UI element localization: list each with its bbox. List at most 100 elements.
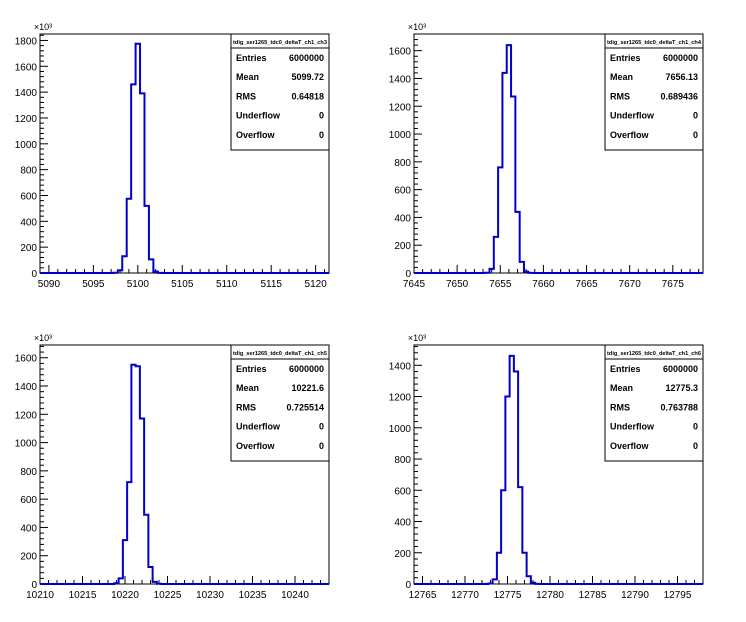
stats-label-underflow: Underflow (236, 422, 281, 432)
x-tick-label: 7645 (403, 279, 426, 290)
histogram-title: tdig_ser1265_tdc0_deltaT_ch1_ch3 (233, 40, 327, 46)
x-tick-label: 5095 (82, 279, 105, 290)
y-tick-label: 1600 (15, 62, 38, 73)
x-tick-label: 7655 (489, 279, 512, 290)
y-tick-label: 1200 (389, 102, 412, 113)
y-tick-label: 1600 (15, 354, 38, 365)
stats-value-overflow: 0 (319, 130, 324, 140)
stats-label-entries: Entries (610, 53, 641, 63)
y-tick-label: 0 (405, 269, 411, 280)
x-tick-label: 7650 (446, 279, 469, 290)
stats-value-entries: 6000000 (663, 53, 698, 63)
y-tick-label: 200 (394, 549, 411, 560)
y-tick-label: 800 (20, 166, 37, 177)
stats-value-mean: 5099.72 (291, 72, 324, 82)
x-tick-label: 12765 (409, 590, 437, 601)
stats-label-underflow: Underflow (236, 111, 281, 121)
histogram-title: tdig_ser1265_tdc0_deltaT_ch1_ch6 (607, 351, 701, 357)
x-tick-label: 7665 (575, 279, 598, 290)
y-tick-label: 0 (31, 580, 37, 591)
stats-label-underflow: Underflow (610, 422, 655, 432)
y-tick-label: 600 (20, 191, 37, 202)
y-tick-label: 600 (394, 486, 411, 497)
stats-value-overflow: 0 (693, 130, 698, 140)
histogram-title: tdig_ser1265_tdc0_deltaT_ch1_ch4 (607, 40, 702, 46)
y-tick-label: 200 (394, 241, 411, 252)
x-tick-label: 5090 (38, 279, 61, 290)
y-tick-label: 800 (394, 158, 411, 169)
stats-value-underflow: 0 (693, 111, 698, 121)
stats-label-entries: Entries (610, 364, 641, 374)
x-tick-label: 10210 (26, 590, 54, 601)
y-tick-label: 1000 (389, 130, 412, 141)
stats-value-underflow: 0 (693, 422, 698, 432)
x-tick-label: 12770 (451, 590, 479, 601)
stats-value-underflow: 0 (319, 422, 324, 432)
x-tick-label: 10240 (281, 590, 309, 601)
y-tick-label: 200 (20, 552, 37, 563)
stats-label-rms: RMS (236, 402, 256, 412)
stats-value-underflow: 0 (319, 111, 324, 121)
y-tick-label: 1000 (15, 140, 38, 151)
stats-label-underflow: Underflow (610, 111, 655, 121)
y-tick-label: 600 (394, 186, 411, 197)
histogram-panel: 0 200 400 600 800 1000 1200 1400 1600 7645 7650 765… (389, 22, 704, 290)
stats-label-rms: RMS (610, 91, 630, 101)
y-tick-label: 200 (20, 243, 37, 254)
stats-label-rms: RMS (236, 91, 256, 101)
stats-value-mean: 12775.3 (665, 383, 698, 393)
y-tick-label: 1400 (15, 88, 38, 99)
x-tick-label: 12790 (621, 590, 649, 601)
stats-label-overflow: Overflow (236, 130, 276, 140)
y-multiplier-label: ×10³ (34, 22, 52, 32)
y-tick-label: 1000 (15, 439, 38, 450)
stats-box-frame (230, 33, 330, 151)
stats-box: tdig_ser1265_tdc0_deltaT_ch1_ch3 Entries 6… (230, 33, 330, 151)
y-tick-label: 0 (405, 580, 411, 591)
x-tick-label: 12775 (494, 590, 522, 601)
stats-value-overflow: 0 (693, 441, 698, 451)
stats-label-entries: Entries (236, 364, 267, 374)
x-tick-label: 7670 (619, 279, 642, 290)
y-tick-label: 0 (31, 269, 37, 280)
stats-label-overflow: Overflow (610, 441, 650, 451)
stats-value-rms: 0.763788 (660, 402, 698, 412)
histogram-line (40, 363, 329, 585)
histogram-line (414, 44, 703, 274)
stats-box: tdig_ser1265_tdc0_deltaT_ch1_ch4 Entries 6… (604, 33, 704, 151)
y-tick-label: 600 (20, 495, 37, 506)
histogram-title: tdig_ser1265_tdc0_deltaT_ch1_ch5 (233, 351, 327, 357)
stats-box-frame (604, 344, 704, 462)
stats-label-overflow: Overflow (610, 130, 650, 140)
histogram-panel: 0 200 400 600 800 1000 1200 1400 1600 10210 10215 1… (15, 333, 330, 601)
stats-label-entries: Entries (236, 53, 267, 63)
y-tick-label: 1600 (389, 47, 412, 58)
y-tick-label: 400 (394, 518, 411, 529)
x-tick-label: 10215 (69, 590, 97, 601)
stats-box-frame (604, 33, 704, 151)
stats-value-rms: 0.689436 (660, 91, 698, 101)
stats-value-mean: 7656.13 (665, 72, 698, 82)
y-tick-label: 1200 (15, 410, 38, 421)
stats-box: tdig_ser1265_tdc0_deltaT_ch1_ch6 Entries 6… (604, 344, 704, 462)
stats-label-overflow: Overflow (236, 441, 276, 451)
x-tick-label: 12795 (664, 590, 692, 601)
y-tick-label: 400 (20, 217, 37, 228)
stats-box-frame (230, 344, 330, 462)
stats-value-mean: 10221.6 (291, 383, 324, 393)
stats-label-mean: Mean (236, 383, 259, 393)
histogram-panel: 0 200 400 600 800 1000 1200 1400 12765 12770 12775… (389, 333, 704, 601)
histogram-line (40, 42, 329, 274)
stats-value-entries: 6000000 (289, 53, 324, 63)
x-tick-label: 5120 (305, 279, 328, 290)
x-tick-label: 5115 (260, 279, 282, 290)
y-tick-label: 1400 (389, 74, 412, 85)
y-tick-label: 1400 (389, 361, 412, 372)
y-tick-label: 1400 (15, 382, 38, 393)
x-tick-label: 5100 (127, 279, 150, 290)
histogram-panel: 0 200 400 600 800 1000 1200 1400 1600 1800 5090 509… (15, 22, 330, 290)
x-tick-label: 7675 (662, 279, 685, 290)
stats-box: tdig_ser1265_tdc0_deltaT_ch1_ch5 Entries 6… (230, 344, 330, 462)
y-tick-label: 1000 (389, 424, 412, 435)
